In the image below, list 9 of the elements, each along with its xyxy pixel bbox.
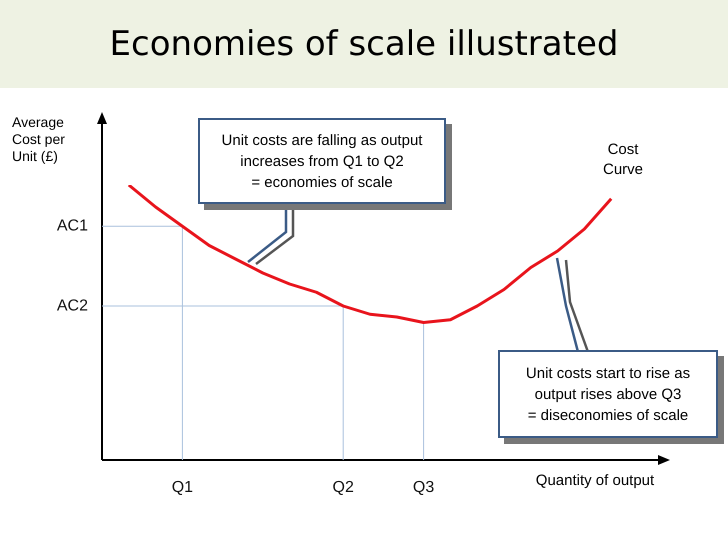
ref-line-label: AC1: [56, 218, 88, 235]
x-axis-title: Quantity of output: [534, 472, 656, 489]
x-tick-label: Q2: [332, 479, 354, 496]
chart-title: Economies of scale illustrated: [0, 0, 728, 88]
ref-line-label: AC2: [56, 297, 88, 314]
text: Cost Curve: [602, 140, 644, 180]
x-tick-label: Q1: [172, 479, 194, 496]
x-tick-label: Q3: [412, 479, 434, 496]
y-axis-title: Average Cost per Unit (£): [12, 114, 66, 165]
